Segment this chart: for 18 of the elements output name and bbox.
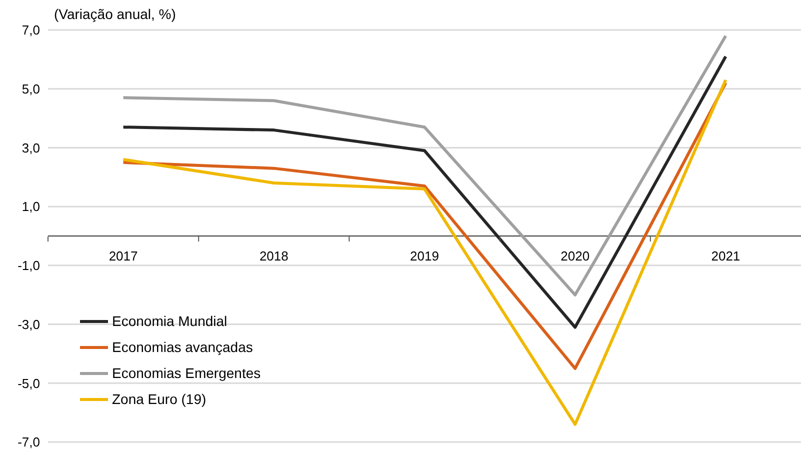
y-axis-title: (Variação anual, %) [54,6,176,22]
y-tick-label: 7,0 [22,22,40,38]
x-tick-label: 2018 [259,248,288,264]
y-tick-label: -5,0 [18,376,40,391]
x-tick-label: 2017 [108,248,138,264]
x-tick-label: 2021 [711,248,740,264]
y-tick-label: 1,0 [22,199,40,214]
y-tick-label: -7,0 [18,434,40,450]
legend-label: Zona Euro (19) [112,390,206,409]
legend-label: Economias Emergentes [112,364,261,383]
legend-label: Economia Mundial [112,312,228,331]
x-tick-label: 2020 [560,248,590,264]
legend-label: Economias avançadas [112,338,253,357]
y-tick-label: 3,0 [22,140,40,156]
y-tick-label: 5,0 [22,81,40,96]
y-tick-label: -3,0 [18,316,40,332]
x-tick-label: 2019 [410,248,439,264]
y-tick-label: -1,0 [18,258,40,274]
